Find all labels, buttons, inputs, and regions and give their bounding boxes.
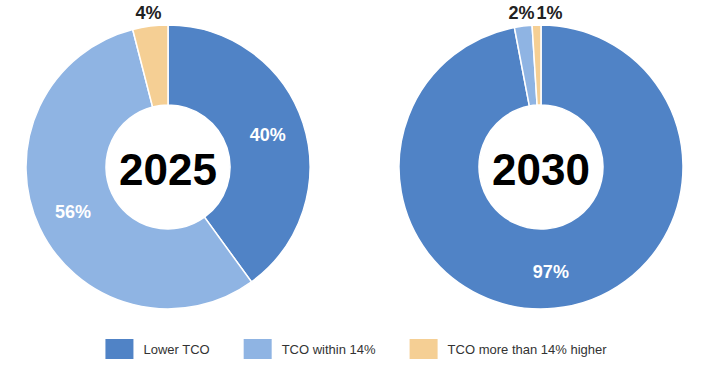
slice: [26, 29, 251, 309]
data-label: 4%: [135, 3, 161, 23]
center-title: 2025: [119, 145, 217, 194]
data-label: 56%: [55, 202, 91, 222]
data-label: 97%: [533, 262, 569, 282]
data-label: 1%: [536, 3, 562, 23]
legend-label: TCO more than 14% higher: [448, 342, 608, 357]
donut: [26, 25, 310, 309]
chart: 40% 56% 4% 2025 97% 2%1% 2030 Lower TCO TCO with…: [0, 0, 712, 390]
legend: Lower TCO TCO within 14% TCO more than 14%…: [105, 339, 607, 359]
data-label: 2%: [508, 3, 534, 23]
slice: [133, 25, 168, 107]
donut: [399, 25, 683, 309]
legend-swatch: [105, 339, 133, 359]
slice: [532, 25, 541, 105]
legend-swatch: [244, 339, 272, 359]
legend-swatch: [410, 339, 438, 359]
data-label: 40%: [250, 125, 286, 145]
center-title: 2030: [492, 145, 590, 194]
legend-label: Lower TCO: [143, 342, 209, 357]
slice: [399, 25, 683, 309]
legend-label: TCO within 14%: [282, 342, 376, 357]
